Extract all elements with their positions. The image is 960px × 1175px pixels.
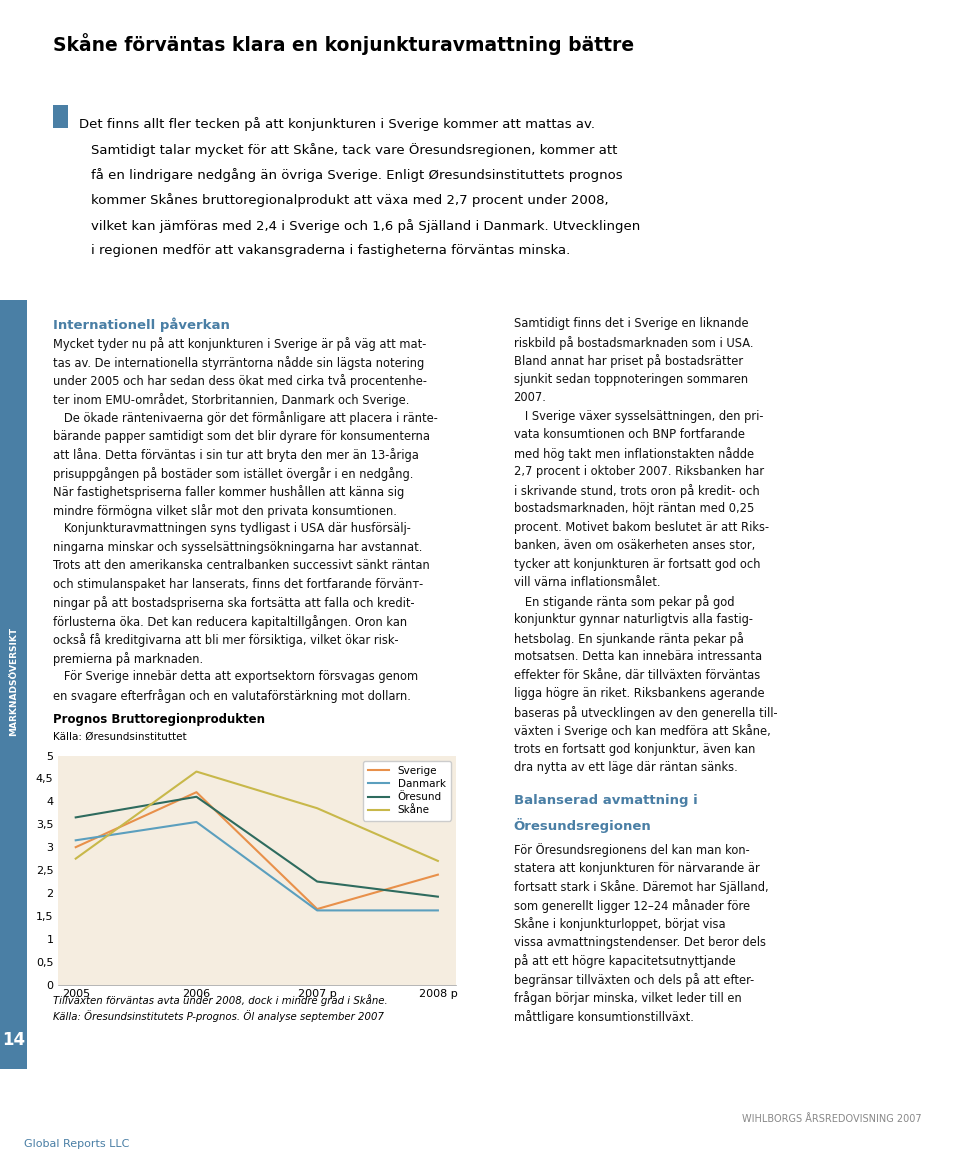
Text: frågan börjar minska, vilket leder till en: frågan börjar minska, vilket leder till … <box>514 992 741 1006</box>
Text: En stigande ränta som pekar på god: En stigande ränta som pekar på god <box>514 595 734 609</box>
Text: 2,7 procent i oktober 2007. Riksbanken har: 2,7 procent i oktober 2007. Riksbanken h… <box>514 465 764 478</box>
Text: baseras på utvecklingen av den generella till-: baseras på utvecklingen av den generella… <box>514 706 778 720</box>
Text: effekter för Skåne, där tillväxten förväntas: effekter för Skåne, där tillväxten förvä… <box>514 669 760 682</box>
Text: konjunktur gynnar naturligtvis alla fastig-: konjunktur gynnar naturligtvis alla fast… <box>514 613 753 626</box>
Text: Internationell påverkan: Internationell påverkan <box>53 317 229 331</box>
Text: För Sverige innebär detta att exportsektorn försvagas genom: För Sverige innebär detta att exportsekt… <box>53 671 418 684</box>
Text: få en lindrigare nedgång än övriga Sverige. Enligt Øresundsinstituttets prognos: få en lindrigare nedgång än övriga Sveri… <box>91 168 623 182</box>
Text: motsatsen. Detta kan innebära intressanta: motsatsen. Detta kan innebära intressant… <box>514 651 761 664</box>
Text: måttligare konsumtionstillväxt.: måttligare konsumtionstillväxt. <box>514 1010 693 1023</box>
Text: vissa avmattningstendenser. Det beror dels: vissa avmattningstendenser. Det beror de… <box>514 936 766 949</box>
Text: under 2005 och har sedan dess ökat med cirka två procentenhe-: under 2005 och har sedan dess ökat med c… <box>53 375 427 388</box>
Text: Bland annat har priset på bostadsrätter: Bland annat har priset på bostadsrätter <box>514 355 743 368</box>
Text: tycker att konjunkturen är fortsatt god och: tycker att konjunkturen är fortsatt god … <box>514 558 760 571</box>
Text: Skåne förväntas klara en konjunkturavmattning bättre: Skåne förväntas klara en konjunkturavmat… <box>53 33 634 55</box>
Text: Balanserad avmattning i: Balanserad avmattning i <box>514 794 697 807</box>
Text: Global Reports LLC: Global Reports LLC <box>24 1139 130 1149</box>
Text: Källa: Øresundsinstituttet: Källa: Øresundsinstituttet <box>53 732 186 743</box>
Text: Trots att den amerikanska centralbanken successivt sänkt räntan: Trots att den amerikanska centralbanken … <box>53 559 429 572</box>
Text: 2007.: 2007. <box>514 391 546 404</box>
Text: förlusterna öka. Det kan reducera kapitaltillgången. Oron kan: förlusterna öka. Det kan reducera kapita… <box>53 615 407 629</box>
Text: Samtidigt finns det i Sverige en liknande: Samtidigt finns det i Sverige en liknand… <box>514 317 748 330</box>
Text: hetsbolag. En sjunkande ränta pekar på: hetsbolag. En sjunkande ränta pekar på <box>514 632 743 646</box>
Text: trots en fortsatt god konjunktur, även kan: trots en fortsatt god konjunktur, även k… <box>514 743 755 756</box>
Text: mindre förmögna vilket slår mot den privata konsumtionen.: mindre förmögna vilket slår mot den priv… <box>53 504 396 518</box>
Text: ningarna minskar och sysselsättningsökningarna har avstannat.: ningarna minskar och sysselsättningsökni… <box>53 540 422 553</box>
Text: ligga högre än riket. Riksbankens agerande: ligga högre än riket. Riksbankens ageran… <box>514 687 764 700</box>
Text: fortsatt stark i Skåne. Däremot har Själland,: fortsatt stark i Skåne. Däremot har Själ… <box>514 880 768 894</box>
Text: riskbild på bostadsmarknaden som i USA.: riskbild på bostadsmarknaden som i USA. <box>514 336 753 350</box>
Text: Det finns allt fler tecken på att konjunkturen i Sverige kommer att mattas av.: Det finns allt fler tecken på att konjun… <box>79 118 595 132</box>
Text: För Öresundsregionens del kan man kon-: För Öresundsregionens del kan man kon- <box>514 844 750 858</box>
Legend: Sverige, Danmark, Öresund, Skåne: Sverige, Danmark, Öresund, Skåne <box>363 760 451 820</box>
Text: 14: 14 <box>2 1030 25 1049</box>
Text: i skrivande stund, trots oron på kredit- och: i skrivande stund, trots oron på kredit-… <box>514 484 759 498</box>
Text: dra nytta av ett läge där räntan sänks.: dra nytta av ett läge där räntan sänks. <box>514 761 737 774</box>
Text: bärande papper samtidigt som det blir dyrare för konsumenterna: bärande papper samtidigt som det blir dy… <box>53 430 430 443</box>
Text: Samtidigt talar mycket för att Skåne, tack vare Öresundsregionen, kommer att: Samtidigt talar mycket för att Skåne, ta… <box>91 142 617 156</box>
Text: med hög takt men inflationstakten nådde: med hög takt men inflationstakten nådde <box>514 446 754 461</box>
Text: De ökade räntenivaerna gör det förmånligare att placera i ränte-: De ökade räntenivaerna gör det förmånlig… <box>53 411 438 425</box>
Text: Öresundsregionen: Öresundsregionen <box>514 818 651 833</box>
Text: bostadsmarknaden, höjt räntan med 0,25: bostadsmarknaden, höjt räntan med 0,25 <box>514 503 754 516</box>
Text: också få kreditgivarna att bli mer försiktiga, vilket ökar risk-: också få kreditgivarna att bli mer försi… <box>53 633 398 647</box>
Text: Prognos Bruttoregionprodukten: Prognos Bruttoregionprodukten <box>53 713 265 726</box>
Text: som generellt ligger 12–24 månader före: som generellt ligger 12–24 månader före <box>514 899 750 913</box>
Text: banken, även om osäkerheten anses stor,: banken, även om osäkerheten anses stor, <box>514 539 755 552</box>
Text: kommer Skånes bruttoregionalprodukt att växa med 2,7 procent under 2008,: kommer Skånes bruttoregionalprodukt att … <box>91 193 609 207</box>
Text: på att ett högre kapacitetsutnyttjande: på att ett högre kapacitetsutnyttjande <box>514 954 735 968</box>
Text: och stimulanspaket har lanserats, finns det fortfarande förvänт-: och stimulanspaket har lanserats, finns … <box>53 578 423 591</box>
Text: prisuppgången på bostäder som istället övergår i en nedgång.: prisuppgången på bostäder som istället ö… <box>53 466 413 481</box>
Text: ningar på att bostadspriserna ska fortsätta att falla och kredit-: ningar på att bostadspriserna ska fortsä… <box>53 597 415 610</box>
Text: Skåne i konjunkturloppet, börjat visa: Skåne i konjunkturloppet, börjat visa <box>514 918 725 932</box>
Text: När fastighetspriserna faller kommer hushållen att känna sig: När fastighetspriserna faller kommer hus… <box>53 485 404 499</box>
Text: Mycket tyder nu på att konjunkturen i Sverige är på väg att mat-: Mycket tyder nu på att konjunkturen i Sv… <box>53 337 426 351</box>
Text: premierna på marknaden.: premierna på marknaden. <box>53 652 203 666</box>
Text: statera att konjunkturen för närvarande är: statera att konjunkturen för närvarande … <box>514 862 759 875</box>
Text: WIHLBORGS ÅRSREDOVISNING 2007: WIHLBORGS ÅRSREDOVISNING 2007 <box>742 1114 922 1124</box>
Text: att låna. Detta förväntas i sin tur att bryta den mer än 13-åriga: att låna. Detta förväntas i sin tur att … <box>53 449 419 462</box>
Text: I Sverige växer sysselsättningen, den pri-: I Sverige växer sysselsättningen, den pr… <box>514 410 763 423</box>
Text: procent. Motivet bakom beslutet är att Riks-: procent. Motivet bakom beslutet är att R… <box>514 521 769 533</box>
Text: Konjunkturavmattningen syns tydligast i USA där husförsälj-: Konjunkturavmattningen syns tydligast i … <box>53 523 411 536</box>
Text: ter inom EMU-området, Storbritannien, Danmark och Sverige.: ter inom EMU-området, Storbritannien, Da… <box>53 392 409 407</box>
Text: Tillväxten förväntas avta under 2008, dock i mindre grad i Skåne.: Tillväxten förväntas avta under 2008, do… <box>53 994 388 1006</box>
Text: i regionen medför att vakansgraderna i fastigheterna förväntas minska.: i regionen medför att vakansgraderna i f… <box>91 243 570 257</box>
Text: tas av. De internationella styrräntorna nådde sin lägsta notering: tas av. De internationella styrräntorna … <box>53 356 424 370</box>
Text: en svagare efterfrågan och en valutaförstärkning mot dollarn.: en svagare efterfrågan och en valutaförs… <box>53 689 411 703</box>
Text: växten i Sverige och kan medföra att Skåne,: växten i Sverige och kan medföra att Skå… <box>514 725 770 738</box>
Text: vill värna inflationsmålet.: vill värna inflationsmålet. <box>514 577 660 590</box>
Text: sjunkit sedan toppnoteringen sommaren: sjunkit sedan toppnoteringen sommaren <box>514 372 748 385</box>
Text: begränsar tillväxten och dels på att efter-: begränsar tillväxten och dels på att eft… <box>514 973 754 987</box>
Text: vilket kan jämföras med 2,4 i Sverige och 1,6 på Själland i Danmark. Utvecklinge: vilket kan jämföras med 2,4 i Sverige oc… <box>91 219 640 233</box>
Text: Källa: Öresundsinstitutets P-prognos. Öl analyse september 2007: Källa: Öresundsinstitutets P-prognos. Öl… <box>53 1010 384 1022</box>
Text: vata konsumtionen och BNP fortfarande: vata konsumtionen och BNP fortfarande <box>514 429 745 442</box>
Text: MARKNADSÖVERSIKT: MARKNADSÖVERSIKT <box>9 627 18 736</box>
